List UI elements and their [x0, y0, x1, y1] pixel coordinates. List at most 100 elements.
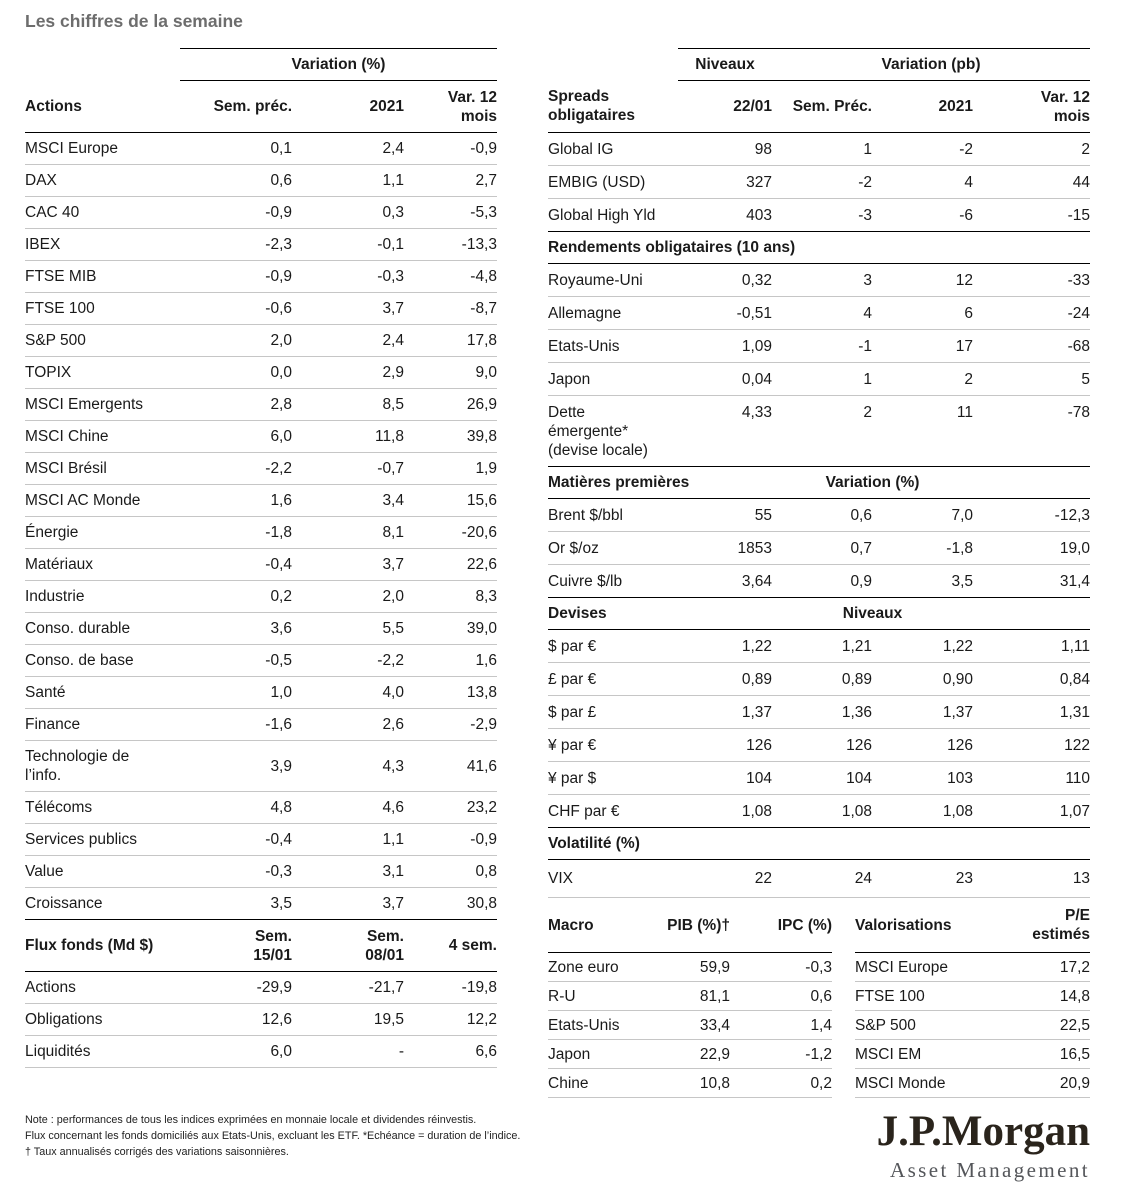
volatility-table: Volatilité (%) VIX 22 24 23 13 [548, 827, 1091, 898]
row-value: 3,7 [292, 548, 404, 581]
footnote-line: Note : performances de tous les indices … [25, 1114, 477, 1126]
row-value: 33,4 [650, 1010, 730, 1040]
jpmorgan-wordmark: J.P.Morgan [876, 1108, 1090, 1155]
row-value: 9,0 [404, 356, 497, 389]
table-row: Finance -1,6 2,6 -2,9 [25, 708, 497, 741]
table-row: Industrie 0,2 2,0 8,3 [25, 580, 497, 613]
row-label: Global IG [548, 132, 678, 166]
page-title: Les chiffres de la semaine [25, 11, 243, 31]
spacer-cell [973, 597, 1091, 630]
table-row: EMBIG (USD) 327 -2 4 44 [548, 165, 1090, 199]
table-row: $ par £1,37 1,36 1,37 1,31 [548, 695, 1091, 729]
row-value: -2,9 [404, 708, 497, 741]
row-value: -0,4 [180, 548, 292, 581]
row-label: S&P 500 [855, 1010, 1005, 1040]
commodities-section-title: Matières premières [548, 466, 772, 499]
table-row: ¥ par $104 104 103 110 [548, 761, 1091, 795]
row-label: DAX [25, 164, 180, 197]
row-value: -2,2 [292, 644, 404, 677]
row-value: 0,7 [772, 531, 872, 565]
row-value: 12,2 [404, 1003, 497, 1036]
ytd-2021-column-header: 2021 [292, 80, 404, 133]
row-label: Obligations [25, 1003, 180, 1036]
week-15-01-column-header: Sem. 15/01 [180, 919, 292, 972]
macro-valuations-section: Macro PIB (%)† IPC (%) Zone euro 59,9 -0,3… [548, 898, 1090, 1098]
table-row: MSCI Monde 20,9 [855, 1068, 1090, 1098]
row-label: Industrie [25, 580, 180, 613]
table-row: Matériaux -0,4 3,7 22,6 [25, 548, 497, 581]
row-value: 1,08 [942, 802, 974, 820]
row-value: 1,09 [678, 329, 772, 363]
table-row: Global IG 98 1 -2 2 [548, 132, 1090, 166]
valuations-table: Valorisations P/E estimés MSCI Europe 17,… [855, 898, 1090, 1098]
section-header-row: Devises Niveaux [548, 597, 1091, 630]
row-label: MSCI Chine [25, 420, 180, 453]
row-label: Dette émergente* (devise locale) [548, 403, 648, 459]
table-row: MSCI Europe 0,1 2,4 -0,9 [25, 132, 497, 165]
row-value: -1 [772, 329, 872, 363]
row-value: 0,6 [772, 498, 872, 532]
row-value: -78 [1067, 403, 1091, 421]
row-value: 1,22 [872, 629, 974, 663]
row-value: 3,5 [270, 895, 292, 912]
row-value: -0,7 [292, 452, 404, 485]
four-weeks-column-header: 4 sem. [404, 919, 497, 972]
row-value: 1,1 [292, 823, 404, 856]
row-value: -0,9 [404, 132, 497, 165]
row-value: 0,84 [973, 662, 1091, 696]
row-value: -1,2 [730, 1039, 832, 1069]
row-value: 1,6 [404, 644, 497, 677]
row-value: 0,8 [404, 855, 497, 888]
column-header-row: Actions Sem. préc. 2021 Var. 12 mois [25, 80, 497, 133]
row-value: 44 [973, 165, 1090, 199]
actions-table: Variation (%) Actions Sem. préc. 2021 Va… [25, 48, 497, 919]
row-value: 0,04 [678, 362, 772, 396]
table-row: FTSE 100 -0,6 3,7 -8,7 [25, 292, 497, 325]
row-value: 1,6 [180, 484, 292, 517]
row-value: -5,3 [404, 196, 497, 229]
row-value: -0,3 [180, 855, 292, 888]
spacer-cell [548, 49, 678, 81]
row-value: 1,07 [1059, 802, 1091, 820]
row-value: -19,8 [404, 971, 497, 1004]
span-header-row: Niveaux Variation (pb) [548, 48, 1090, 81]
row-label: R-U [548, 981, 650, 1011]
row-value: 12,6 [180, 1003, 292, 1036]
table-row: Énergie -1,8 8,1 -20,6 [25, 516, 497, 549]
row-label: Services publics [25, 823, 180, 856]
row-value: 31,4 [1059, 572, 1091, 590]
row-value: -68 [973, 329, 1091, 363]
row-value: 4 [872, 165, 973, 199]
table-row: Allemagne -0,51 4 6 -24 [548, 296, 1091, 330]
row-label: Conso. durable [25, 612, 180, 645]
row-value: -1,8 [180, 516, 292, 549]
row-value: 30,8 [466, 895, 497, 912]
row-value: -0,3 [292, 260, 404, 293]
row-value: 1853 [678, 531, 772, 565]
row-value: 8,3 [404, 580, 497, 613]
row-value: 5 [973, 362, 1091, 396]
row-value: 0,90 [872, 662, 974, 696]
row-value: - [292, 1035, 404, 1068]
row-label: Actions [25, 971, 180, 1004]
row-label: FTSE 100 [25, 292, 180, 325]
volatility-section-title: Volatilité (%) [548, 827, 1091, 860]
variation-pct-span-header: Variation (%) [180, 48, 497, 81]
row-value: 17,2 [1005, 952, 1090, 982]
row-value: -0,5 [180, 644, 292, 677]
row-label: FTSE MIB [25, 260, 180, 293]
row-value: -21,7 [292, 971, 404, 1004]
ytd-2021-column-header: 2021 [872, 80, 973, 133]
row-value: -0,6 [180, 292, 292, 325]
currencies-section-title: Devises [548, 597, 773, 630]
table-row: Value -0,3 3,1 0,8 [25, 855, 497, 888]
row-label: Liquidités [25, 1035, 180, 1068]
row-value: -2 [772, 165, 872, 199]
variation-pct-span-header: Variation (%) [772, 466, 974, 499]
table-row: DAX 0,6 1,1 2,7 [25, 164, 497, 197]
row-label: Cuivre $/lb [548, 572, 623, 590]
niveaux-span-header: Niveaux [678, 48, 772, 81]
row-value: 39,8 [404, 420, 497, 453]
row-label: IBEX [25, 228, 180, 261]
